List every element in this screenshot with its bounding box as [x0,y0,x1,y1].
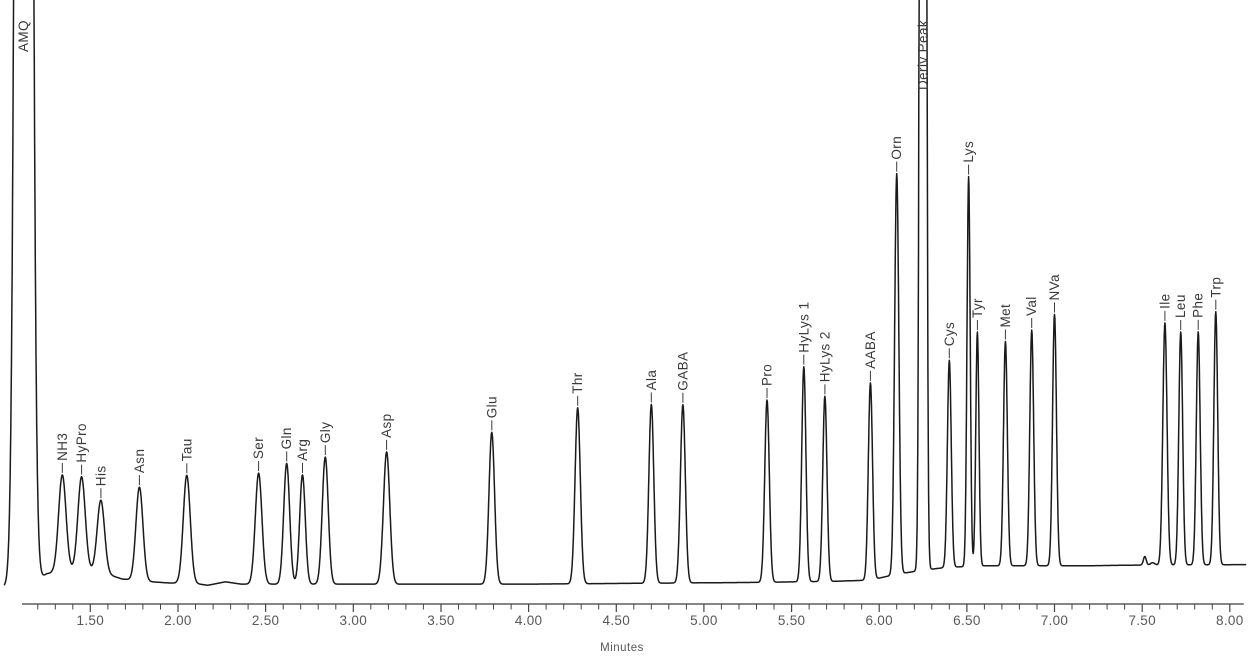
x-axis-tick-label: 5.00 [690,613,717,628]
peak-label: Gly [318,422,333,443]
peak-label: Cys [942,322,957,346]
peak-label: HyLys 1 [796,302,811,353]
x-axis-tick-label: 5.50 [778,613,805,628]
peak-label: Val [1024,296,1039,316]
peak-label: AABA [863,331,878,369]
peak-label: GABA [675,352,690,391]
peak-label: Glu [484,396,499,418]
peak-label: Lys [961,141,976,163]
peak-label: Asn [132,449,147,473]
chromatogram-trace [3,0,1247,587]
x-axis-tick-label: 2.50 [252,613,279,628]
peak-label: Tau [179,438,194,461]
x-axis-tick-label: 3.00 [340,613,367,628]
peak-label: Met [998,304,1013,328]
peak-label: Phe [1191,293,1206,318]
x-axis-tick-label: 7.50 [1128,613,1155,628]
x-axis-title: Minutes [600,642,644,654]
x-axis-tick-label: 3.50 [427,613,454,628]
x-axis-tick-label: 4.00 [515,613,542,628]
x-axis-tick-label: 7.00 [1041,613,1068,628]
peak-label: Thr [570,372,585,394]
peak-label: Ile [1157,293,1172,308]
peak-label: Ala [644,370,659,391]
peak-label: Trp [1208,277,1223,298]
peak-label: Ser [251,437,266,459]
x-axis-tick-label: 1.50 [77,613,104,628]
x-axis: 1.50 2.00 2.50 3.00 3.50 4.00 4.50 5.00 5.50 6.00… [22,603,1244,628]
x-axis-tick-label: 6.50 [953,613,980,628]
peak-label: Pro [760,364,775,386]
peak-label: Tyr [970,298,985,318]
x-axis-tick-label: 4.50 [603,613,630,628]
peak-label: NH3 [55,433,70,461]
peak-label: Asp [379,413,394,437]
x-axis-tick-label: 2.00 [164,613,191,628]
peak-label: His [93,465,108,486]
peak-label: Arg [295,439,310,461]
peak-label: Orn [889,136,904,160]
trace-group [3,0,1247,587]
peak-label: AMQ [16,20,31,52]
x-axis-tick-label: 6.00 [865,613,892,628]
peak-label: HyPro [74,423,89,463]
peak-label: Deriv Peak [916,20,931,90]
peak-label: Gln [279,427,294,449]
x-axis-tick-label: 8.00 [1216,613,1243,628]
peak-label: HyLys 2 [817,331,832,382]
peak-label: NVa [1047,274,1062,301]
peak-label: Leu [1173,294,1188,318]
